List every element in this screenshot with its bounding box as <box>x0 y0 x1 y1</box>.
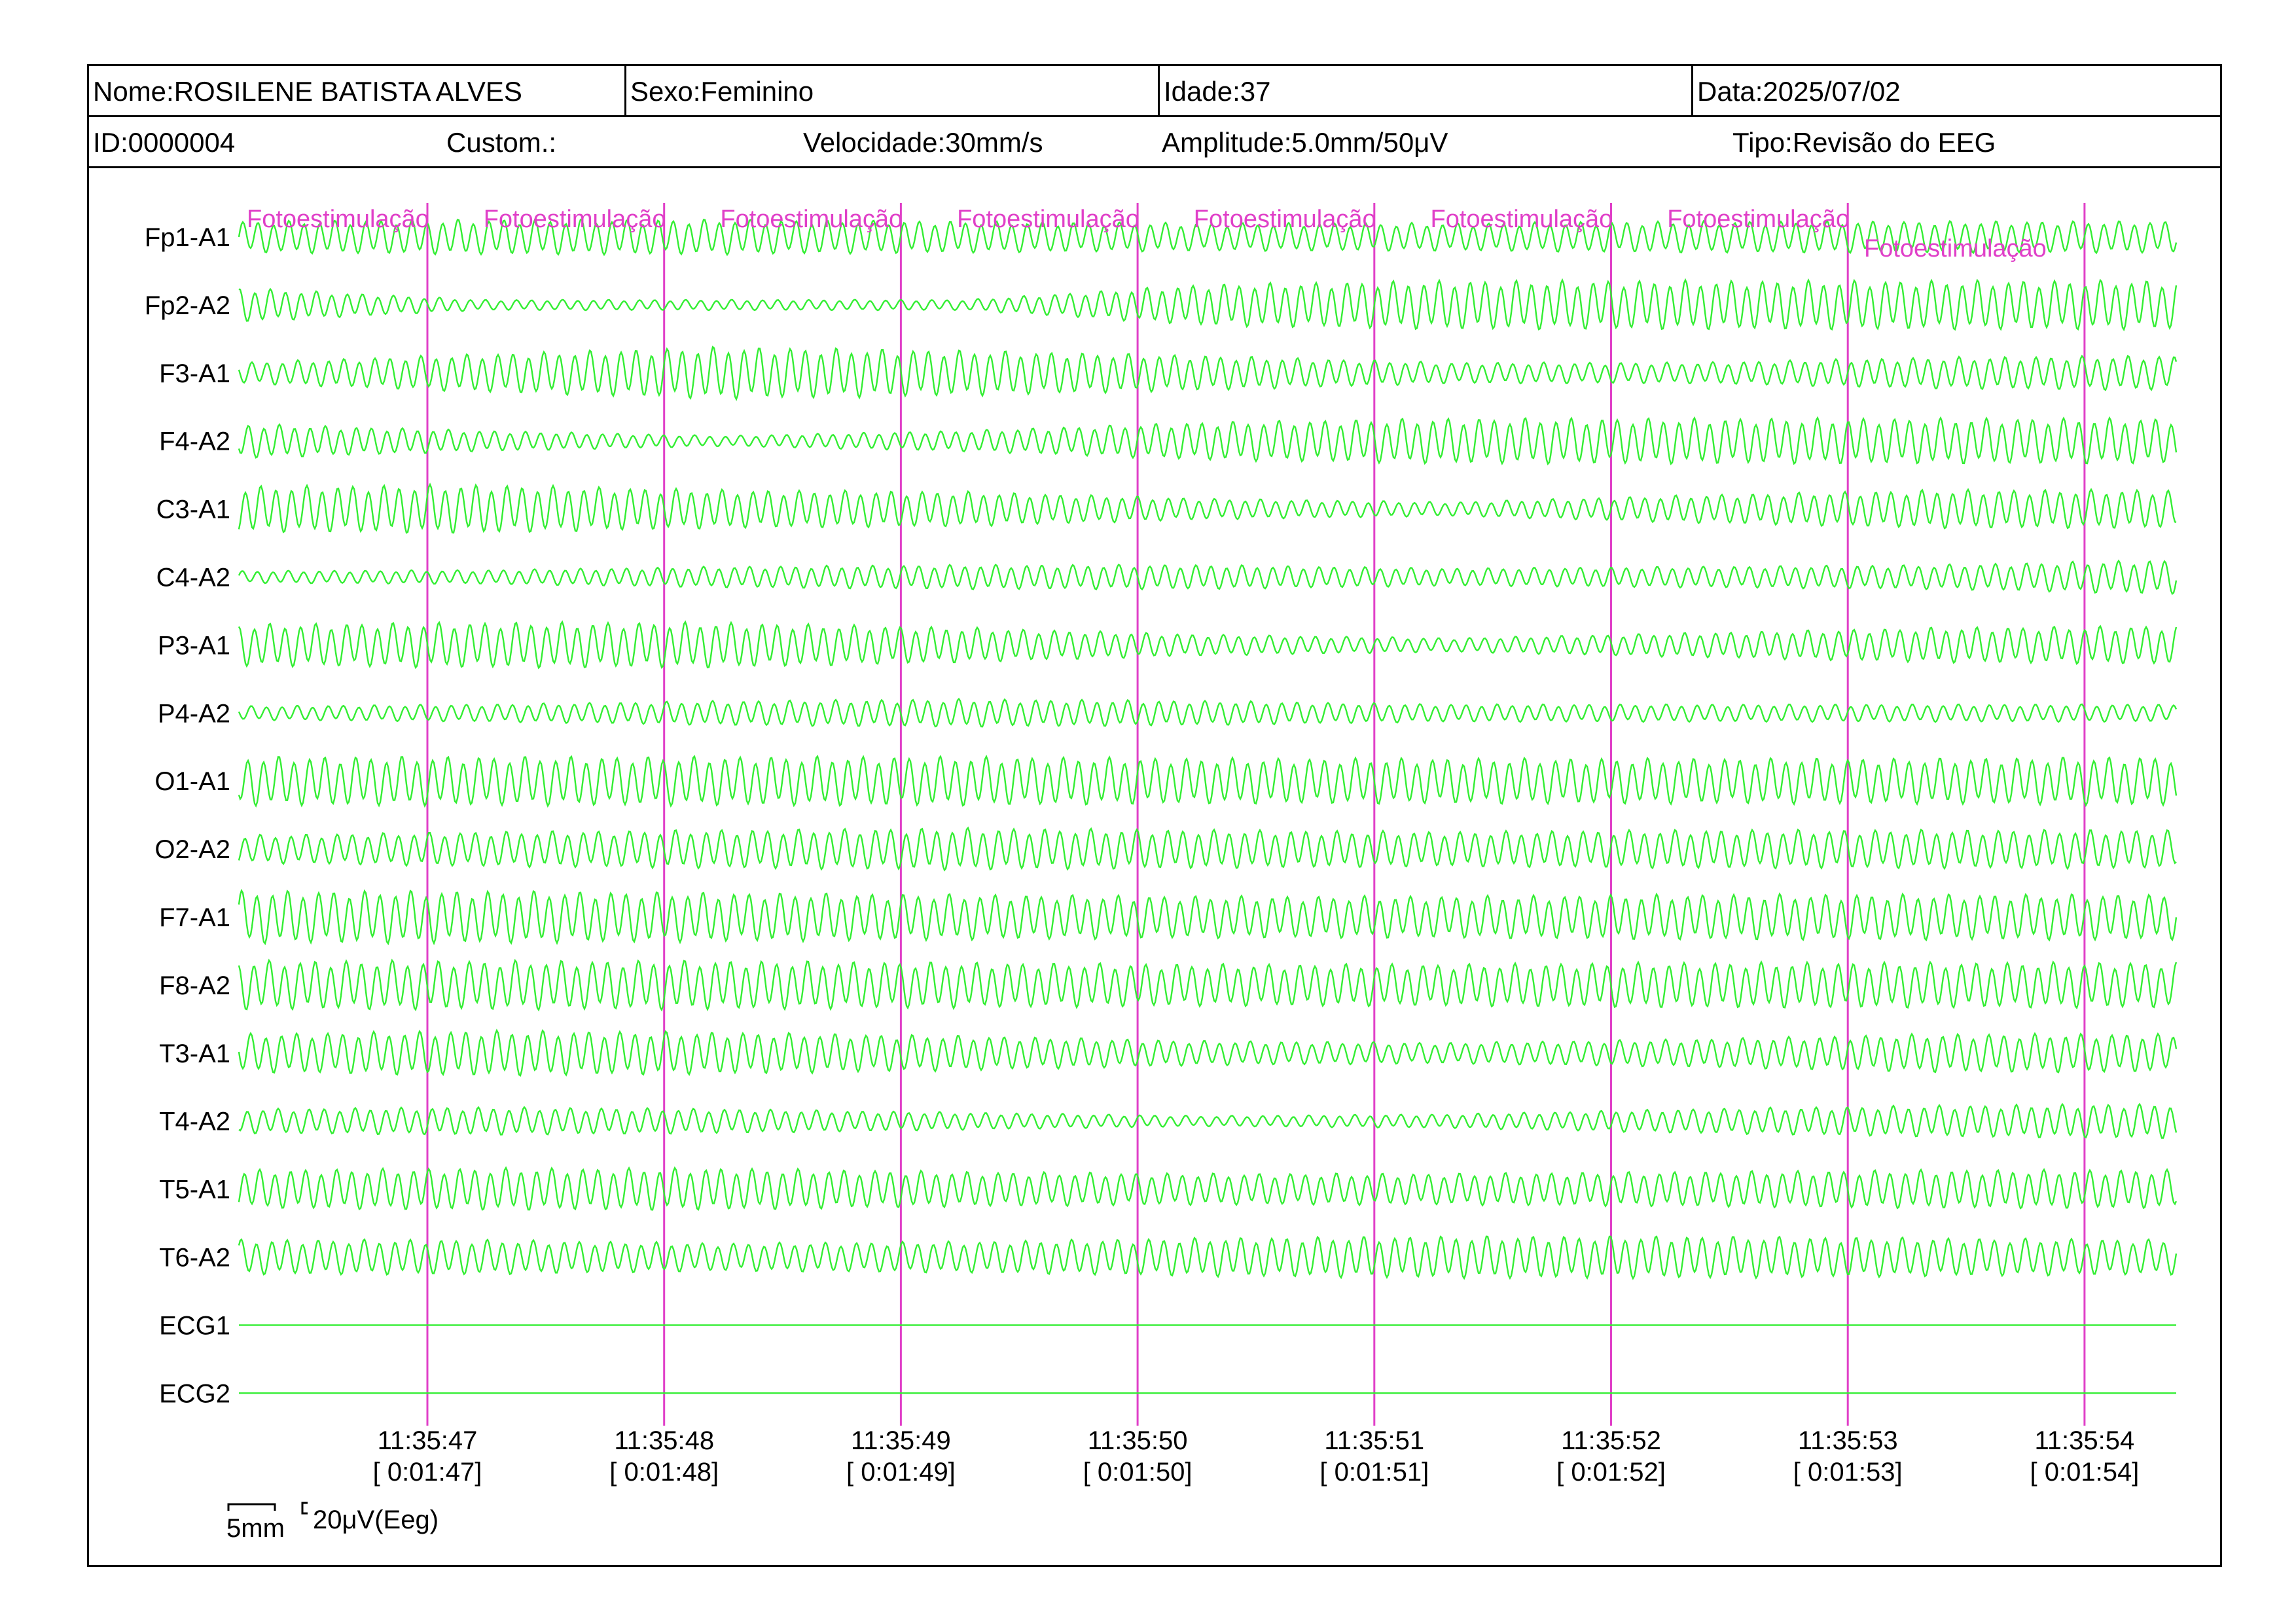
patient-info-row: Nome:ROSILENE BATISTA ALVES Sexo:Feminin… <box>89 66 2220 117</box>
event-label-2: Fotoestimulação <box>484 206 666 233</box>
time-clock-4: 11:35:50 <box>1088 1426 1188 1455</box>
time-scale-bracket <box>227 1503 276 1511</box>
trace-c3-a1 <box>238 482 2177 534</box>
event-label-4: Fotoestimulação <box>957 206 1139 233</box>
event-label-7: Fotoestimulação <box>1667 206 1850 233</box>
time-elapsed-6: [ 0:01:52] <box>1556 1458 1666 1487</box>
event-label-6: Fotoestimulação <box>1431 206 1613 233</box>
event-label-8: Fotoestimulação <box>1864 235 2047 262</box>
time-clock-1: 11:35:47 <box>378 1426 478 1455</box>
amplitude-setting: Amplitude:5.0mm/50μV <box>1162 127 1448 158</box>
channel-traces <box>238 219 2178 1394</box>
time-elapsed-2: [ 0:01:48] <box>609 1458 719 1487</box>
time-clock-2: 11:35:48 <box>614 1426 714 1455</box>
recording-info-row: ID:0000004 Custom.: Velocidade:30mm/s Am… <box>89 117 2220 168</box>
channel-label-t4-a2: T4-A2 <box>159 1108 230 1136</box>
time-elapsed-4: [ 0:01:50] <box>1083 1458 1193 1487</box>
channel-label-p3-a1: P3-A1 <box>158 631 230 660</box>
trace-o2-a2 <box>238 826 2177 872</box>
event-label-5: Fotoestimulação <box>1194 206 1376 233</box>
speed-setting: Velocidade:30mm/s <box>803 127 1043 158</box>
channel-label-t3-a1: T3-A1 <box>159 1039 230 1068</box>
channel-label-fp2-a2: Fp2-A2 <box>145 291 230 320</box>
trace-f7-a1 <box>238 888 2178 946</box>
amplitude-scale-bracket <box>301 1502 308 1515</box>
trace-p3-a1 <box>238 620 2178 670</box>
time-elapsed-3: [ 0:01:49] <box>846 1458 956 1487</box>
channel-label-f7-a1: F7-A1 <box>159 903 230 932</box>
time-clock-8: 11:35:54 <box>2035 1426 2135 1455</box>
trace-fp1-a1 <box>238 219 2178 257</box>
trace-p4-a2 <box>238 697 2178 728</box>
exam-type: Tipo:Revisão do EEG <box>1732 127 1996 158</box>
patient-sex: Sexo:Feminino <box>624 66 1158 115</box>
amplitude-scale-label: 20μV(Eeg) <box>313 1506 439 1534</box>
trace-t3-a1 <box>238 1028 2178 1077</box>
eeg-report-sheet: Nome:ROSILENE BATISTA ALVES Sexo:Feminin… <box>87 64 2222 1567</box>
event-label-3: Fotoestimulação <box>720 206 903 233</box>
trace-t4-a2 <box>238 1102 2178 1139</box>
patient-id: ID:0000004 <box>93 127 236 158</box>
time-scale-label: 5mm <box>226 1514 285 1543</box>
event-labels: Fotoestimulação Fotoestimulação Fotoestimu… <box>247 206 2047 262</box>
trace-c4-a2 <box>238 559 2178 596</box>
time-clock-3: 11:35:49 <box>851 1426 951 1455</box>
channel-label-t6-a2: T6-A2 <box>159 1244 230 1272</box>
time-clock-6: 11:35:52 <box>1561 1426 1661 1455</box>
channel-label-ecg2: ECG2 <box>159 1379 230 1408</box>
time-clock-5: 11:35:51 <box>1324 1426 1424 1455</box>
trace-o1-a1 <box>238 754 2178 808</box>
trace-fp2-a2 <box>238 278 2178 332</box>
channel-label-f4-a2: F4-A2 <box>159 427 230 456</box>
exam-date: Data:2025/07/02 <box>1691 66 2220 115</box>
channel-label-o2-a2: O2-A2 <box>154 835 230 864</box>
scale-bar: 5mm 20μV(Eeg) <box>226 1502 439 1543</box>
marker-lines <box>426 203 2086 1426</box>
channel-label-f3-a1: F3-A1 <box>159 359 230 388</box>
time-elapsed-1: [ 0:01:47] <box>373 1458 482 1487</box>
custom-field: Custom.: <box>446 127 557 158</box>
time-clock-7: 11:35:53 <box>1798 1426 1898 1455</box>
patient-name: Nome:ROSILENE BATISTA ALVES <box>93 76 522 107</box>
time-elapsed-8: [ 0:01:54] <box>2030 1458 2140 1487</box>
patient-age: Idade:37 <box>1158 66 1691 115</box>
trace-f4-a2 <box>238 416 2178 466</box>
channel-label-c3-a1: C3-A1 <box>156 496 230 524</box>
channel-label-o1-a1: O1-A1 <box>154 767 230 796</box>
time-elapsed-5: [ 0:01:51] <box>1319 1458 1429 1487</box>
trace-t5-a1 <box>238 1166 2178 1211</box>
trace-f8-a2 <box>238 958 2178 1012</box>
time-elapsed-7: [ 0:01:53] <box>1793 1458 1903 1487</box>
channel-label-ecg1: ECG1 <box>159 1311 230 1340</box>
channel-label-c4-a2: C4-A2 <box>156 564 230 592</box>
time-axis: 11:35:47 [ 0:01:47] 11:35:48 [ 0:01:48] 11:3… <box>373 1426 2140 1487</box>
channel-label-fp1-a1: Fp1-A1 <box>145 223 230 252</box>
channel-label-f8-a2: F8-A2 <box>159 971 230 1000</box>
event-label-1: Fotoestimulação <box>247 206 429 233</box>
channel-labels: Fp1-A1 Fp2-A2 F3-A1 F4-A2 C3-A1 C4-A2 P3-A1 P4-… <box>145 223 230 1408</box>
channel-label-p4-a2: P4-A2 <box>158 699 230 728</box>
trace-t6-a2 <box>238 1235 2178 1280</box>
channel-label-t5-a1: T5-A1 <box>159 1176 230 1204</box>
trace-f3-a1 <box>238 345 2178 401</box>
